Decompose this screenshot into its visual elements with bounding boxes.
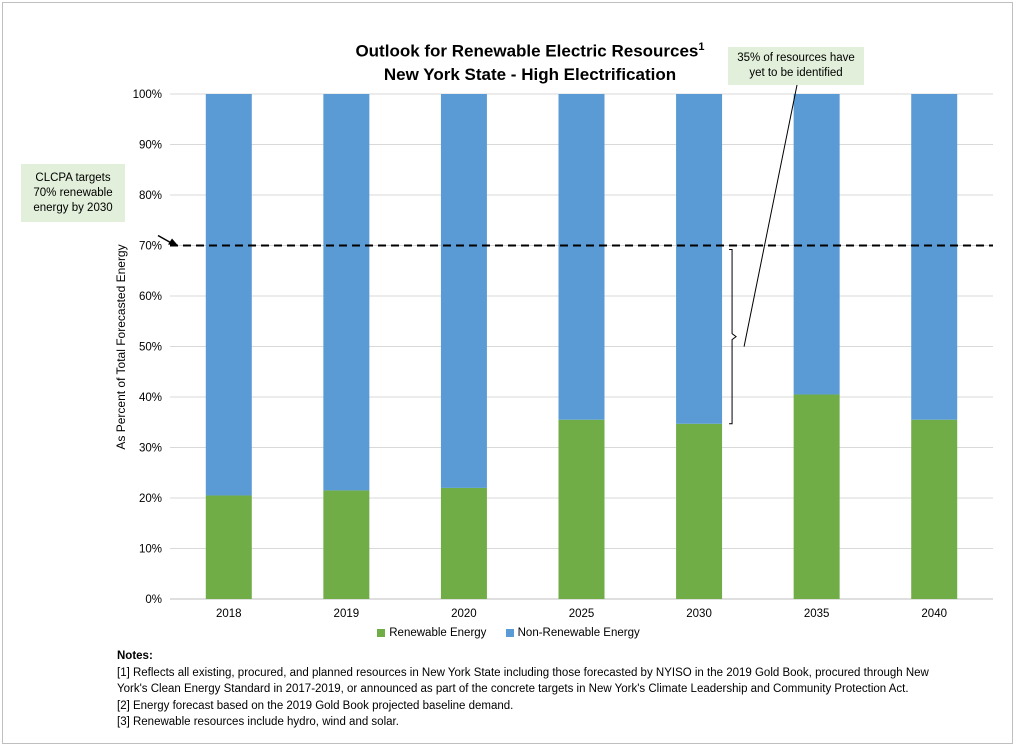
notes-title: Notes: [117,650,153,662]
callout-left-line: 70% renewable [33,187,113,199]
callout-left-line: CLCPA targets [35,172,111,184]
y-tick-label: 70% [139,241,162,253]
y-tick-label: 30% [139,443,162,455]
y-tick-label: 90% [139,140,162,152]
gap-bracket [729,249,737,425]
callout-right-line: yet to be identified [749,67,843,79]
bar-non-renewable [676,94,723,424]
bar-renewable [793,394,840,599]
y-tick-label: 40% [139,392,162,404]
x-tick-label: 2040 [921,608,947,620]
legend-swatch-non-renewable [505,629,514,637]
chart-title-line1: Outlook for Renewable Electric Resources… [355,41,705,61]
y-tick-label: 20% [139,493,162,505]
note-line: [3] Renewable resources include hydro, w… [117,716,399,728]
callout-left-line: energy by 2030 [33,202,113,214]
y-tick-label: 80% [139,190,162,202]
note-line: [1] Reflects all existing, procured, and… [117,666,929,679]
legend-swatch-renewable [377,629,386,637]
bar-renewable [558,419,605,599]
chart-title: Outlook for Renewable Electric Resources… [200,36,860,86]
chart-title-line2: New York State - High Electrification [383,64,677,84]
unidentified-resources-callout: 35% of resources have yet to be identifi… [728,47,864,85]
chart-legend: Renewable Energy Non-Renewable Energy [0,627,1017,640]
callout-right-line: 35% of resources have [737,52,855,64]
target-arrow-head [168,238,178,246]
x-tick-label: 2019 [334,608,360,620]
bar-renewable [205,495,252,599]
callout-leader-line [743,84,798,347]
x-tick-label: 2020 [451,608,477,620]
bar-non-renewable [205,94,252,496]
x-tick-label: 2030 [686,608,712,620]
y-tick-label: 10% [139,544,162,556]
bar-non-renewable [440,94,487,488]
legend-item-non-renewable: Non-Renewable Energy [505,627,640,639]
y-tick-label: 100% [133,89,162,101]
legend-item-renewable: Renewable Energy [377,627,486,639]
bar-renewable [911,419,958,599]
x-tick-label: 2025 [569,608,595,620]
x-tick-label: 2035 [804,608,830,620]
y-tick-label: 50% [139,342,162,354]
y-tick-label: 0% [145,594,162,606]
notes-section: Notes: [1] Reflects all existing, procur… [117,648,997,731]
bar-renewable [323,490,370,599]
note-line: [2] Energy forecast based on the 2019 Go… [117,699,514,712]
note-line: York's Clean Energy Standard in 2017-201… [117,683,909,695]
bar-non-renewable [323,94,370,491]
bar-renewable [676,423,723,599]
y-axis-label: As Percent of Total Forecasted Energy [114,244,128,449]
bar-non-renewable [793,94,840,395]
legend-label: Renewable Energy [389,627,487,639]
y-tick-label: 60% [139,291,162,303]
bar-renewable [440,487,487,599]
legend-label: Non-Renewable Energy [517,627,640,639]
clcpa-target-callout: CLCPA targets 70% renewable energy by 20… [21,164,125,222]
x-tick-label: 2018 [216,608,242,620]
bar-non-renewable [911,94,958,420]
title-superscript: 1 [698,41,705,53]
bar-non-renewable [558,94,605,420]
